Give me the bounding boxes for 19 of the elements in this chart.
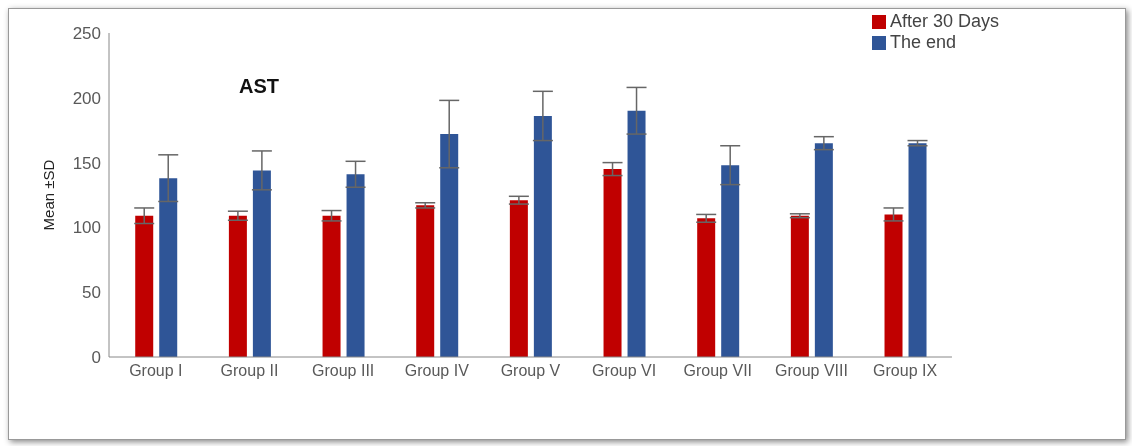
text: AST — [239, 75, 279, 97]
y-axis-title: Mean ±SD — [40, 159, 58, 231]
x-tick-label: Group VI — [592, 362, 657, 380]
x-tick-label: Group IX — [873, 362, 938, 380]
x-tick-label: Group VII — [683, 362, 753, 380]
x-tick-label: Group V — [500, 362, 561, 380]
y-tick-label: 0 — [91, 348, 101, 368]
x-tick-label: Group III — [312, 362, 375, 380]
x-tick-label: Group II — [220, 362, 279, 380]
y-tick-label: 250 — [72, 24, 101, 44]
y-tick-label: 50 — [82, 283, 101, 303]
x-tick-label: Group I — [129, 362, 183, 380]
x-tick-label: Group IV — [404, 362, 470, 380]
y-tick-label: 100 — [72, 218, 101, 238]
y-tick-label: 200 — [72, 88, 101, 108]
legend-label: After 30 Days — [889, 11, 999, 31]
y-tick-label: 150 — [72, 153, 101, 173]
x-tick-label: Group VIII — [775, 362, 848, 380]
legend-label: The end — [889, 32, 957, 52]
